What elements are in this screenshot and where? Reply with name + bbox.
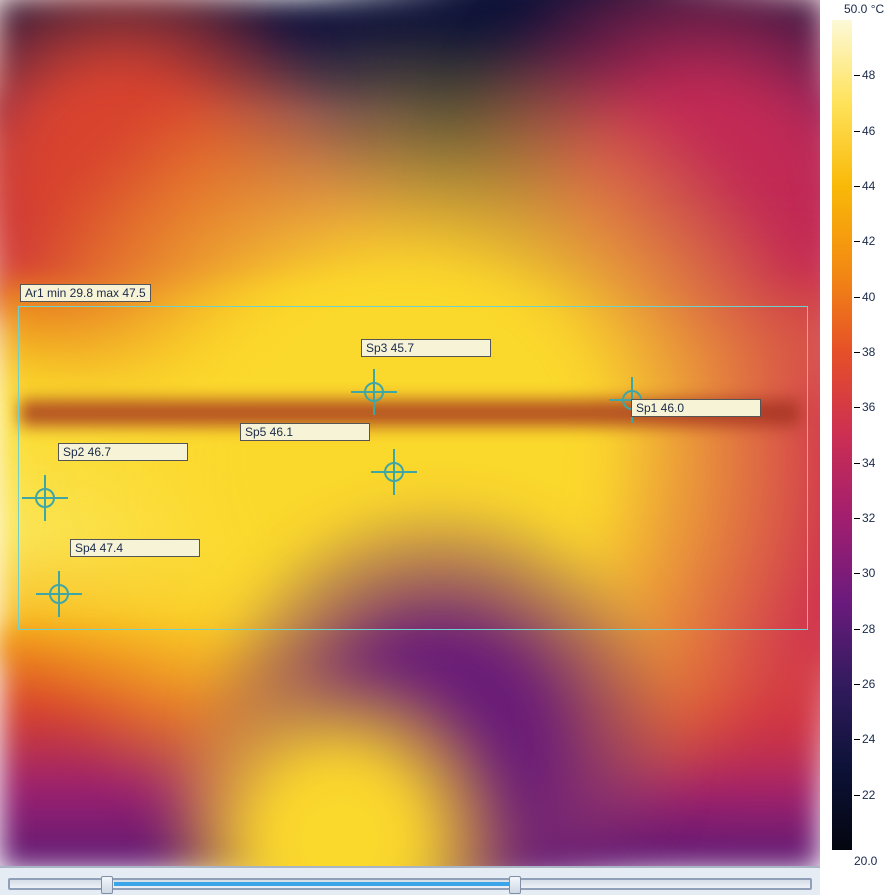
legend-tick: 24 (862, 732, 875, 746)
legend-min-label: 20.0 (854, 854, 877, 868)
legend-tick: 34 (862, 456, 875, 470)
legend-tick: 42 (862, 234, 875, 248)
spot-label-sp2: Sp2 46.7 (58, 443, 188, 461)
range-handle-low[interactable] (101, 876, 113, 894)
legend-tick: 30 (862, 566, 875, 580)
spot-label-sp5: Sp5 46.1 (240, 423, 370, 441)
legend-tick: 36 (862, 400, 875, 414)
legend-tick: 28 (862, 622, 875, 636)
thermal-image-viewport[interactable]: Ar1 min 29.8 max 47.5 Sp3 45.7 Sp1 46.0 Sp… (0, 0, 820, 868)
range-fill (114, 882, 514, 886)
range-handle-high[interactable] (509, 876, 521, 894)
legend-tick: 46 (862, 124, 875, 138)
legend-gradient-bar (832, 20, 852, 850)
spot-label-sp1: Sp1 46.0 (631, 399, 761, 417)
area-label-ar1: Ar1 min 29.8 max 47.5 (20, 284, 151, 302)
legend-tick: 22 (862, 788, 875, 802)
range-track (8, 878, 812, 890)
legend-tick: 48 (862, 68, 875, 82)
range-slider[interactable] (0, 866, 820, 895)
legend-max-label: 50.0 °C (844, 2, 884, 16)
legend-ticks: 48 46 44 42 40 38 36 34 32 30 28 26 24 22 (854, 20, 886, 850)
legend-tick: 44 (862, 179, 875, 193)
color-legend: 50.0 °C 48 46 44 42 40 38 36 34 32 30 28 26 24 22 20.… (820, 0, 886, 868)
legend-tick: 40 (862, 290, 875, 304)
legend-tick: 32 (862, 511, 875, 525)
spot-label-sp3: Sp3 45.7 (361, 339, 491, 357)
legend-tick: 26 (862, 677, 875, 691)
spot-label-sp4: Sp4 47.4 (70, 539, 200, 557)
legend-tick: 38 (862, 345, 875, 359)
